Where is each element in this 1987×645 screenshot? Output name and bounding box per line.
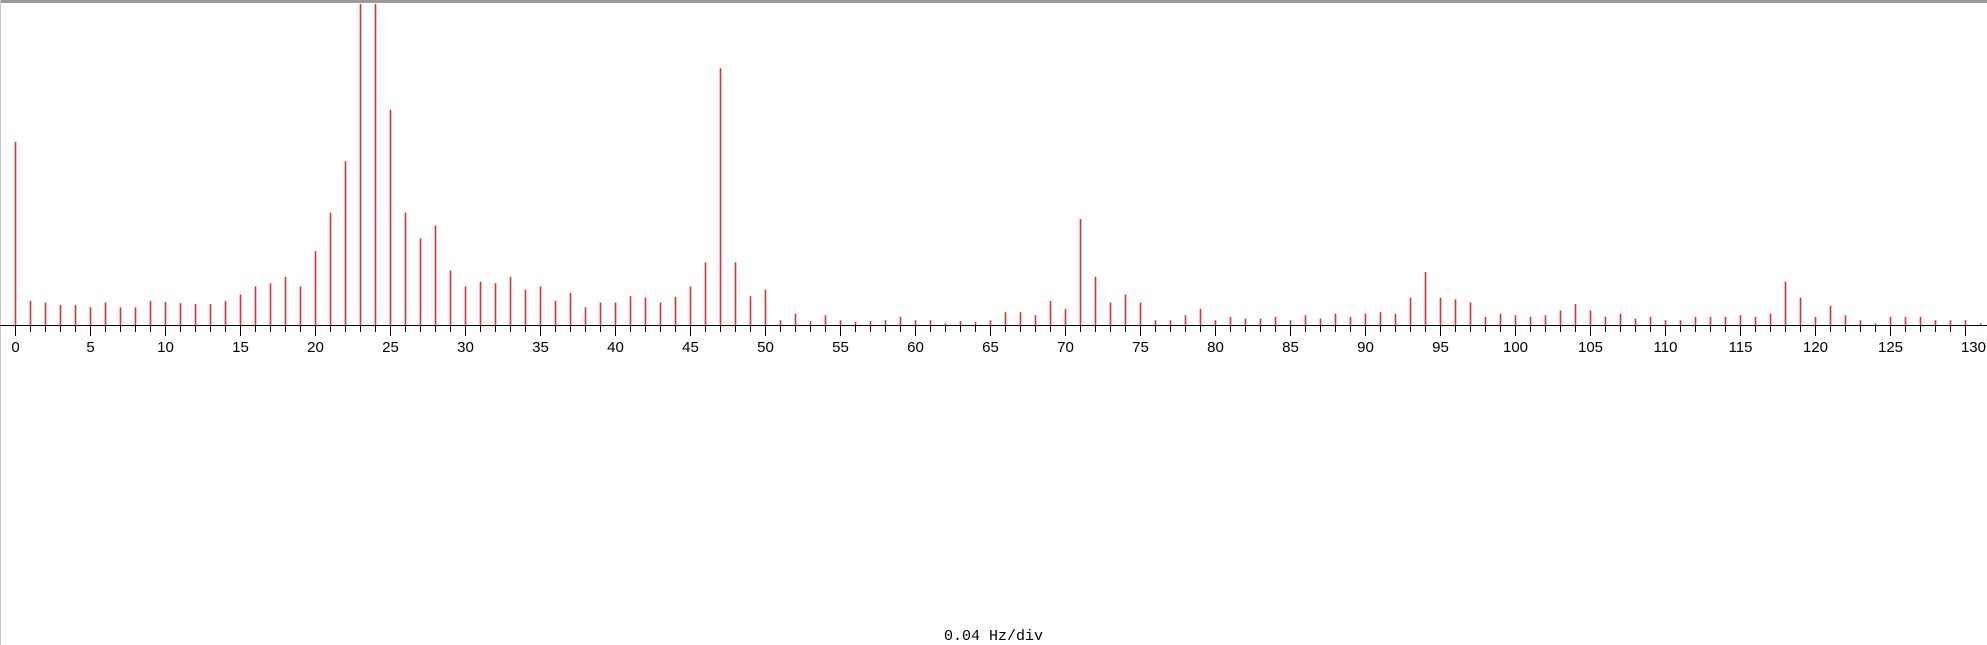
tick-label-5: 5 bbox=[86, 339, 94, 356]
plot-left-border bbox=[0, 0, 1, 645]
tick-label-15: 15 bbox=[232, 339, 249, 356]
x-axis-scale-label: 0.04 Hz/div bbox=[943, 628, 1044, 645]
tick-label-90: 90 bbox=[1357, 339, 1374, 356]
tick-label-0: 0 bbox=[11, 339, 19, 356]
tick-label-95: 95 bbox=[1432, 339, 1449, 356]
tick-label-80: 80 bbox=[1207, 339, 1224, 356]
tick-label-120: 120 bbox=[1803, 339, 1828, 356]
tick-label-50: 50 bbox=[757, 339, 774, 356]
tick-label-25: 25 bbox=[382, 339, 399, 356]
tick-label-125: 125 bbox=[1878, 339, 1903, 356]
x-axis-tick-labels: 0 5 10 15 20 25 30 35 40 45 50 55 60 65 70 75 80 85 90 95 10… bbox=[11, 339, 1986, 356]
tick-label-55: 55 bbox=[832, 339, 849, 356]
tick-label-20: 20 bbox=[307, 339, 324, 356]
tick-label-105: 105 bbox=[1578, 339, 1603, 356]
tick-label-100: 100 bbox=[1503, 339, 1528, 356]
tick-label-30: 30 bbox=[457, 339, 474, 356]
tick-label-35: 35 bbox=[532, 339, 549, 356]
tick-label-40: 40 bbox=[607, 339, 624, 356]
tick-label-85: 85 bbox=[1282, 339, 1299, 356]
tick-label-115: 115 bbox=[1729, 339, 1753, 356]
tick-label-110: 110 bbox=[1654, 339, 1678, 356]
tick-label-10: 10 bbox=[157, 339, 174, 356]
plot-top-border bbox=[0, 0, 1987, 3]
tick-label-70: 70 bbox=[1057, 339, 1074, 356]
tick-label-75: 75 bbox=[1132, 339, 1149, 356]
tick-label-130: 130 bbox=[1961, 339, 1986, 356]
tick-label-60: 60 bbox=[907, 339, 924, 356]
tick-label-45: 45 bbox=[682, 339, 699, 356]
x-axis-ticks bbox=[15, 325, 1966, 336]
tick-label-65: 65 bbox=[982, 339, 999, 356]
spectrum-bars bbox=[14, 4, 1982, 325]
